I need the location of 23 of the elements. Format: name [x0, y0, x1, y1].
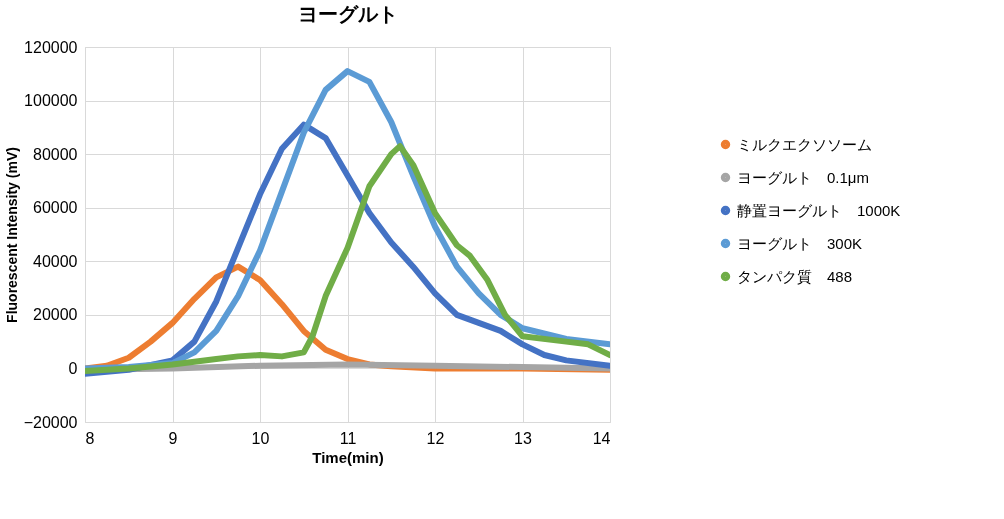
x-tick-label: 8: [85, 429, 95, 447]
legend-label: タンパク質 488: [737, 267, 853, 285]
y-tick-label: −20000: [23, 413, 78, 431]
chart-title: ヨーグルト: [297, 3, 398, 25]
x-tick-label: 12: [426, 429, 445, 447]
y-tick-label: 100000: [24, 92, 78, 110]
y-tick-label: 0: [68, 359, 78, 377]
y-tick-label: 60000: [33, 199, 78, 217]
y-tick-label: 40000: [33, 252, 78, 270]
x-axis-title: Time(min): [312, 448, 384, 466]
legend-label: ミルクエクソソーム: [737, 135, 872, 153]
legend-label: ヨーグルト 0.1μm: [737, 168, 869, 186]
legend-label: 静置ヨーグルト 1000K: [737, 201, 901, 219]
y-tick-label: 20000: [33, 306, 78, 324]
x-tick-label: 9: [168, 429, 178, 447]
x-tick-label: 10: [251, 429, 270, 447]
x-tick-label: 13: [514, 429, 532, 447]
x-tick-label: 14: [592, 429, 611, 447]
y-tick-label: 80000: [33, 145, 78, 163]
y-tick-label: 120000: [24, 38, 78, 56]
y-axis-title: Fluorescent Intensity (mV): [3, 147, 20, 323]
x-tick-label: 11: [339, 429, 357, 447]
legend-label: ヨーグルト 300K: [737, 234, 863, 252]
